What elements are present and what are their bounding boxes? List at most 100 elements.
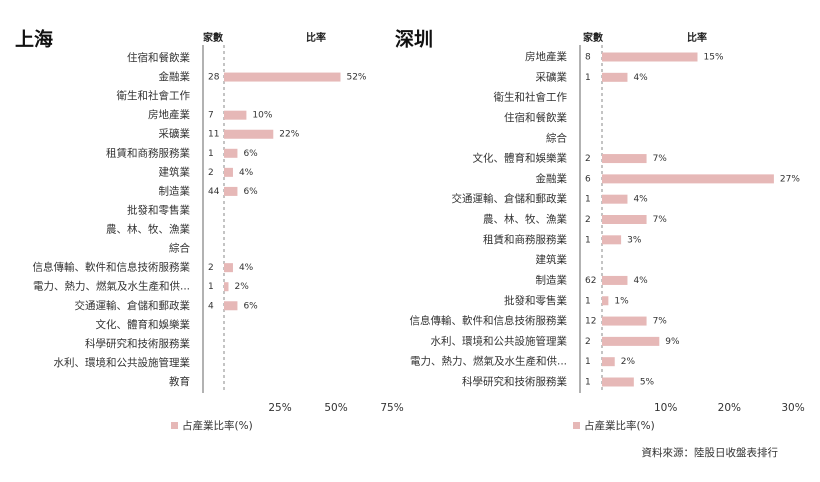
count-label: 8 bbox=[585, 53, 591, 63]
value-label: 3% bbox=[627, 235, 642, 245]
category-label: 住宿和餐飲業 bbox=[504, 111, 567, 124]
x-tick-label: 75% bbox=[380, 402, 403, 414]
category-label: 金融業 bbox=[536, 172, 568, 185]
category-label: 文化、體育和娛樂業 bbox=[473, 152, 568, 165]
value-label: 7% bbox=[653, 154, 668, 164]
count-label: 62 bbox=[585, 276, 596, 286]
count-label: 11 bbox=[208, 130, 219, 140]
value-label: 52% bbox=[346, 73, 366, 83]
value-label: 9% bbox=[665, 337, 680, 347]
value-label: 27% bbox=[780, 174, 800, 184]
value-label: 2% bbox=[621, 357, 636, 367]
bar bbox=[224, 148, 238, 158]
count-label: 1 bbox=[585, 195, 591, 205]
value-label: 4% bbox=[633, 73, 648, 83]
category-label: 建筑業 bbox=[536, 253, 568, 266]
bar bbox=[602, 235, 622, 245]
bar bbox=[602, 174, 774, 184]
category-label: 科學研究和技術服務業 bbox=[85, 337, 190, 350]
count-label: 4 bbox=[208, 301, 214, 311]
category-label: 房地產業 bbox=[148, 108, 190, 121]
count-label: 2 bbox=[585, 337, 591, 347]
count-label: 1 bbox=[208, 149, 214, 159]
category-label: 采礦業 bbox=[159, 127, 191, 140]
bar bbox=[224, 301, 238, 311]
count-label: 2 bbox=[585, 215, 591, 225]
bar bbox=[602, 72, 628, 82]
count-label: 1 bbox=[585, 73, 591, 83]
category-label: 農、林、牧、漁業 bbox=[106, 223, 190, 236]
legend-swatch bbox=[573, 422, 580, 429]
value-label: 6% bbox=[243, 187, 258, 197]
category-label: 綜合 bbox=[169, 242, 190, 255]
category-label: 采礦業 bbox=[536, 70, 568, 83]
legend-label: 占產業比率(%) bbox=[182, 419, 253, 432]
source-note: 資料來源：陸股日收盤表排行 bbox=[642, 446, 779, 459]
count-label: 44 bbox=[208, 187, 220, 197]
bar bbox=[224, 282, 229, 292]
count-label: 2 bbox=[208, 168, 214, 178]
value-label: 4% bbox=[633, 195, 648, 205]
category-label: 金融業 bbox=[159, 70, 191, 83]
legend-label: 占產業比率(%) bbox=[584, 419, 655, 432]
count-label: 6 bbox=[585, 174, 591, 184]
value-label: 4% bbox=[633, 276, 648, 286]
category-label: 交通運輸、倉儲和郵政業 bbox=[452, 192, 568, 205]
category-label: 衛生和社會工作 bbox=[494, 91, 568, 104]
bar bbox=[602, 357, 615, 367]
category-label: 電力、熱力、燃氣及水生產和供... bbox=[33, 280, 190, 293]
count-label: 12 bbox=[585, 317, 596, 327]
bar bbox=[602, 296, 609, 306]
bar bbox=[602, 194, 628, 204]
category-label: 教育 bbox=[169, 375, 190, 388]
category-label: 水利、環境和公共設施管理業 bbox=[54, 356, 191, 369]
category-label: 文化、體育和娛樂業 bbox=[96, 318, 191, 331]
bar bbox=[602, 336, 660, 346]
bar bbox=[602, 215, 647, 224]
count-label: 1 bbox=[585, 357, 591, 367]
bar bbox=[602, 316, 647, 326]
value-label: 22% bbox=[279, 130, 299, 140]
x-tick-label: 10% bbox=[654, 402, 677, 414]
category-label: 農、林、牧、漁業 bbox=[483, 213, 567, 226]
chart-title: 上海 bbox=[15, 28, 53, 51]
category-label: 建筑業 bbox=[159, 165, 191, 178]
bar bbox=[224, 110, 247, 120]
value-header: 比率 bbox=[306, 31, 326, 44]
x-tick-label: 25% bbox=[268, 402, 291, 414]
category-label: 電力、熱力、燃氣及水生產和供... bbox=[410, 355, 567, 368]
x-tick-label: 50% bbox=[324, 402, 347, 414]
category-label: 批發和零售業 bbox=[504, 294, 567, 307]
count-label: 7 bbox=[208, 111, 214, 121]
value-header: 比率 bbox=[687, 31, 707, 44]
count-label: 2 bbox=[585, 154, 591, 164]
category-label: 科學研究和技術服務業 bbox=[462, 375, 567, 388]
legend-swatch bbox=[171, 422, 178, 429]
count-label: 1 bbox=[208, 282, 214, 292]
bar bbox=[602, 154, 647, 164]
value-label: 4% bbox=[239, 168, 254, 178]
value-label: 10% bbox=[252, 111, 272, 121]
bar bbox=[224, 186, 238, 196]
count-header: 家數 bbox=[583, 31, 603, 44]
bar bbox=[224, 263, 233, 273]
category-label: 衛生和社會工作 bbox=[117, 89, 191, 102]
bar bbox=[602, 377, 634, 387]
category-label: 制造業 bbox=[159, 184, 191, 197]
bar bbox=[224, 129, 274, 139]
bar bbox=[602, 275, 628, 285]
category-label: 租賃和商務服務業 bbox=[483, 233, 567, 246]
category-label: 批發和零售業 bbox=[127, 203, 190, 216]
count-header: 家數 bbox=[203, 31, 223, 44]
category-label: 信息傳輸、軟件和信息技術服務業 bbox=[33, 261, 191, 274]
category-label: 住宿和餐飲業 bbox=[127, 51, 190, 64]
value-label: 6% bbox=[243, 149, 258, 159]
value-label: 6% bbox=[243, 301, 258, 311]
bar bbox=[602, 52, 698, 62]
count-label: 1 bbox=[585, 378, 591, 388]
category-label: 制造業 bbox=[536, 273, 568, 286]
count-label: 2 bbox=[208, 263, 214, 273]
value-label: 7% bbox=[653, 317, 668, 327]
